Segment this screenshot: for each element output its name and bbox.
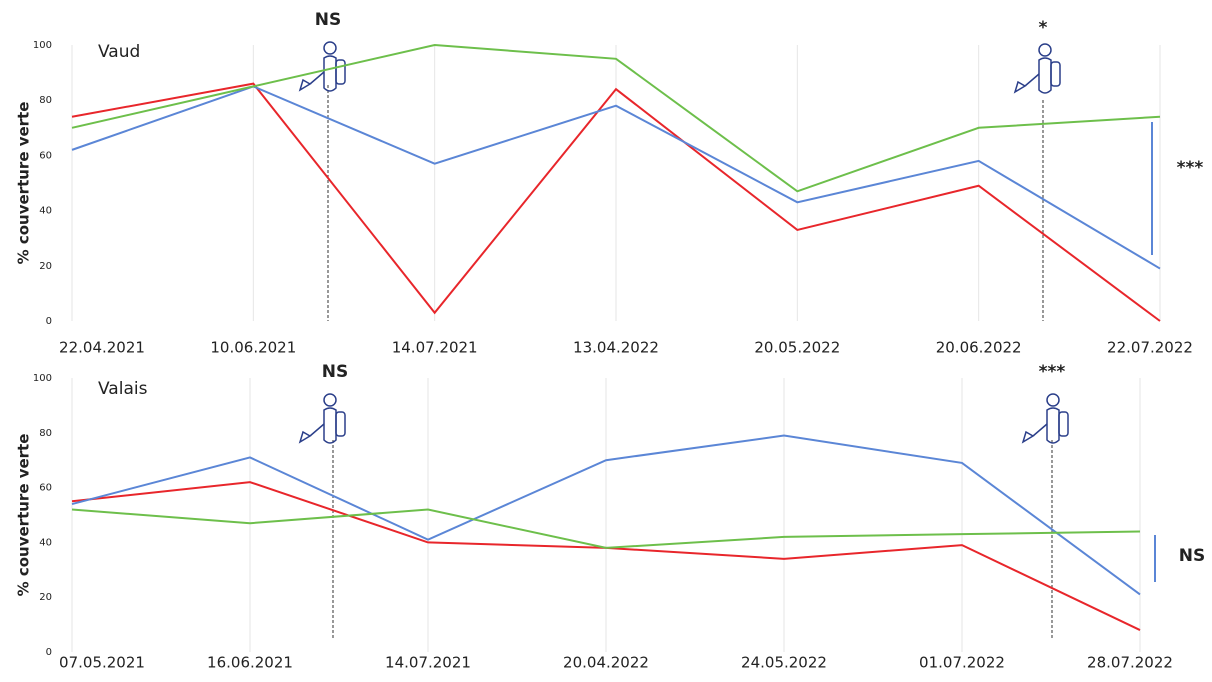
y-tick-label: 60 xyxy=(39,150,52,161)
annotation: *** xyxy=(1039,362,1066,382)
x-tick-label: 10.06.2021 xyxy=(210,339,296,357)
x-tick-label: 28.07.2022 xyxy=(1087,654,1173,672)
y-tick-label: 40 xyxy=(39,537,52,548)
y-tick-label: 80 xyxy=(39,428,52,439)
y-tick-label: 20 xyxy=(39,592,52,603)
icon-tank xyxy=(1050,61,1061,87)
x-tick-label: 22.04.2021 xyxy=(59,339,145,357)
icon-head xyxy=(1038,43,1052,57)
icon-tank xyxy=(335,411,346,437)
sprayer-icon xyxy=(1013,43,1061,94)
y-tick-label: 60 xyxy=(39,483,52,494)
sprayer-icon xyxy=(298,393,346,444)
y-tick-label: 80 xyxy=(39,95,52,106)
y-tick-label: 0 xyxy=(46,316,52,327)
x-tick-label: 22.07.2022 xyxy=(1107,339,1193,357)
icon-head xyxy=(1046,393,1060,407)
y-axis-label: % couverture verte xyxy=(15,102,33,265)
x-tick-label: 20.04.2022 xyxy=(563,654,649,672)
x-tick-label: 14.07.2021 xyxy=(385,654,471,672)
panel-title: Vaud xyxy=(98,42,140,62)
icon-head xyxy=(323,41,337,55)
icon-lance xyxy=(298,71,325,92)
series-line xyxy=(71,82,1161,322)
x-tick-label: 07.05.2021 xyxy=(59,654,145,672)
x-tick-label: 14.07.2021 xyxy=(392,339,478,357)
icon-body xyxy=(1038,57,1052,94)
annotation: NS xyxy=(315,10,341,30)
annotation: *** xyxy=(1177,158,1204,178)
y-tick-label: 100 xyxy=(33,40,52,51)
icon-head xyxy=(323,393,337,407)
y-tick-label: 40 xyxy=(39,206,52,217)
y-axis-label: % couverture verte xyxy=(15,434,33,597)
annotation: NS xyxy=(1179,546,1205,566)
icon-lance xyxy=(1013,73,1040,94)
sprayer-icon xyxy=(298,41,346,92)
sprayer-icon xyxy=(1021,393,1069,444)
series-line xyxy=(71,508,1141,549)
icon-tank xyxy=(1058,411,1069,437)
icon-body xyxy=(323,55,337,92)
series-line xyxy=(71,434,1141,596)
x-tick-label: 20.05.2022 xyxy=(754,339,840,357)
panel-title: Valais xyxy=(98,379,148,399)
icon-body xyxy=(323,407,337,444)
annotation: * xyxy=(1039,18,1048,38)
x-tick-label: 01.07.2022 xyxy=(919,654,1005,672)
icon-lance xyxy=(298,423,325,444)
y-tick-label: 100 xyxy=(33,373,52,384)
x-tick-label: 24.05.2022 xyxy=(741,654,827,672)
series-line xyxy=(71,43,1161,193)
icon-tank xyxy=(335,59,346,85)
annotation: NS xyxy=(322,362,348,382)
icon-lance xyxy=(1021,423,1048,444)
x-tick-label: 13.04.2022 xyxy=(573,339,659,357)
x-tick-label: 20.06.2022 xyxy=(936,339,1022,357)
y-tick-label: 20 xyxy=(39,261,52,272)
x-tick-label: 16.06.2021 xyxy=(207,654,293,672)
icon-body xyxy=(1046,407,1060,444)
y-tick-label: 0 xyxy=(46,647,52,658)
